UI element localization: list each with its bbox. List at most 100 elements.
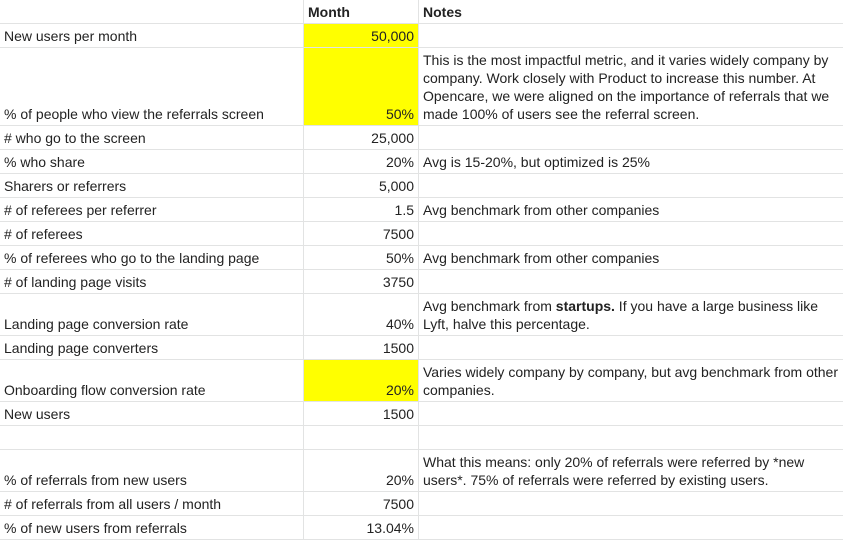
row-value-cell[interactable]: 20% <box>304 150 419 174</box>
row-value: 1500 <box>382 340 414 356</box>
row-note-prefix: Avg benchmark from <box>423 298 556 314</box>
row-value: 7500 <box>382 496 414 512</box>
row-label-cell[interactable]: # of referrals from all users / month <box>0 492 304 516</box>
row-note-cell[interactable]: Avg benchmark from other companies <box>419 246 843 270</box>
row-label: # of referrals from all users / month <box>4 496 222 512</box>
row-label: Onboarding flow conversion rate <box>4 382 206 398</box>
row-note-cell[interactable]: This is the most impactful metric, and i… <box>419 48 843 126</box>
table-row: % of referrals from new users 20% What t… <box>0 450 843 492</box>
table-row <box>0 426 843 450</box>
header-row: Month Notes <box>0 0 843 24</box>
row-value: 50% <box>385 106 414 122</box>
row-label: % of new users from referrals <box>4 520 187 536</box>
row-label-cell[interactable]: # of referees per referrer <box>0 198 304 222</box>
row-note: Avg benchmark from startups. If you have… <box>423 297 839 333</box>
row-value-cell[interactable]: 25,000 <box>304 126 419 150</box>
row-label-cell[interactable]: New users per month <box>0 24 304 48</box>
row-label-cell[interactable]: Landing page conversion rate <box>0 294 304 336</box>
row-label-cell[interactable]: # of landing page visits <box>0 270 304 294</box>
row-label-cell[interactable]: % who share <box>0 150 304 174</box>
row-note-bold: startups. <box>555 298 615 314</box>
row-label-cell[interactable]: # who go to the screen <box>0 126 304 150</box>
row-label: # of referees per referrer <box>4 202 157 218</box>
row-note-cell[interactable] <box>419 336 843 360</box>
row-value-cell[interactable]: 1.5 <box>304 198 419 222</box>
table-row: New users 1500 <box>0 402 843 426</box>
row-label: % who share <box>4 154 85 170</box>
month-header-text: Month <box>308 3 350 20</box>
table-row: Landing page conversion rate 40% Avg ben… <box>0 294 843 336</box>
row-value-cell[interactable]: 50% <box>304 246 419 270</box>
table-row: # of referees 7500 <box>0 222 843 246</box>
row-value-cell[interactable] <box>304 426 419 450</box>
table-row: # who go to the screen 25,000 <box>0 126 843 150</box>
row-value-cell[interactable]: 50% <box>304 48 419 126</box>
row-note-cell[interactable] <box>419 24 843 48</box>
table-row: % of referees who go to the landing page… <box>0 246 843 270</box>
table-row: Onboarding flow conversion rate 20% Vari… <box>0 360 843 402</box>
row-label-cell[interactable] <box>0 426 304 450</box>
table-row: # of referrals from all users / month 75… <box>0 492 843 516</box>
row-label: Sharers or referrers <box>4 178 127 194</box>
header-notes-cell[interactable]: Notes <box>419 0 843 24</box>
row-value-cell[interactable]: 1500 <box>304 402 419 426</box>
row-note-cell[interactable] <box>419 516 843 540</box>
table-row: New users per month 50,000 <box>0 24 843 48</box>
row-label-cell[interactable]: % of referees who go to the landing page <box>0 246 304 270</box>
row-label-cell[interactable]: Sharers or referrers <box>0 174 304 198</box>
row-value: 20% <box>385 472 414 488</box>
row-note: Avg benchmark from other companies <box>423 202 660 218</box>
row-note-cell[interactable] <box>419 222 843 246</box>
row-value-cell[interactable]: 7500 <box>304 492 419 516</box>
row-label: New users per month <box>4 28 138 44</box>
row-value-cell[interactable]: 7500 <box>304 222 419 246</box>
row-label-cell[interactable]: Onboarding flow conversion rate <box>0 360 304 402</box>
row-value-cell[interactable]: 40% <box>304 294 419 336</box>
row-note-cell[interactable]: What this means: only 20% of referrals w… <box>419 450 843 492</box>
row-value: 20% <box>385 154 414 170</box>
row-label-cell[interactable]: % of people who view the referrals scree… <box>0 48 304 126</box>
row-value: 50% <box>385 250 414 266</box>
row-note-cell[interactable] <box>419 126 843 150</box>
header-month-cell[interactable]: Month <box>304 0 419 24</box>
table-row: # of landing page visits 3750 <box>0 270 843 294</box>
row-note-cell[interactable] <box>419 426 843 450</box>
row-value-cell[interactable]: 3750 <box>304 270 419 294</box>
row-note-cell[interactable]: Avg benchmark from other companies <box>419 198 843 222</box>
row-label: Landing page conversion rate <box>4 316 189 332</box>
row-value-cell[interactable]: 1500 <box>304 336 419 360</box>
row-label-cell[interactable]: Landing page converters <box>0 336 304 360</box>
row-note-suffix: If you have a large business like Lyft, … <box>423 298 819 332</box>
row-value: 13.04% <box>366 520 414 536</box>
row-label: New users <box>4 406 71 422</box>
row-value-cell[interactable]: 5,000 <box>304 174 419 198</box>
row-label-cell[interactable]: % of new users from referrals <box>0 516 304 540</box>
row-note-cell[interactable] <box>419 270 843 294</box>
table-row: % who share 20% Avg is 15-20%, but optim… <box>0 150 843 174</box>
row-value: 1500 <box>382 406 414 422</box>
row-label: Landing page converters <box>4 340 159 356</box>
row-note: What this means: only 20% of referrals w… <box>423 454 805 488</box>
header-label-cell[interactable] <box>0 0 304 24</box>
row-note-cell[interactable] <box>419 174 843 198</box>
row-label-cell[interactable]: % of referrals from new users <box>0 450 304 492</box>
row-value: 20% <box>385 382 414 398</box>
notes-header-text: Notes <box>423 3 462 20</box>
row-note-cell[interactable]: Avg is 15-20%, but optimized is 25% <box>419 150 843 174</box>
row-value-cell[interactable]: 20% <box>304 360 419 402</box>
row-value: 3750 <box>382 274 414 290</box>
row-note-cell[interactable] <box>419 402 843 426</box>
row-value-cell[interactable]: 20% <box>304 450 419 492</box>
row-note-cell[interactable] <box>419 492 843 516</box>
table-row: Sharers or referrers 5,000 <box>0 174 843 198</box>
row-value-cell[interactable]: 13.04% <box>304 516 419 540</box>
row-note-cell[interactable]: Avg benchmark from startups. If you have… <box>419 294 843 336</box>
row-label-cell[interactable]: New users <box>0 402 304 426</box>
row-value-cell[interactable]: 50,000 <box>304 24 419 48</box>
row-note-cell[interactable]: Varies widely company by company, but av… <box>419 360 843 402</box>
table-row: % of new users from referrals 13.04% <box>0 516 843 540</box>
row-label: % of people who view the referrals scree… <box>4 106 264 122</box>
row-note: This is the most impactful metric, and i… <box>423 52 830 122</box>
row-label-cell[interactable]: # of referees <box>0 222 304 246</box>
